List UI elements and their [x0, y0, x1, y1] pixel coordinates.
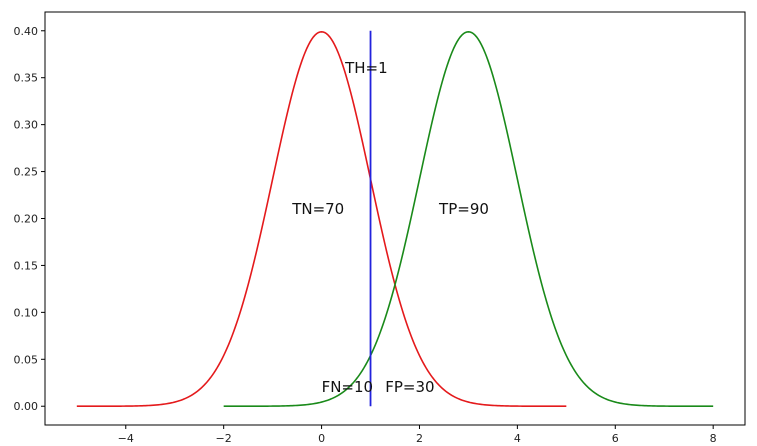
annotation-layer: TH=1 TN=70 TP=90 FN=10 FP=30	[291, 59, 489, 396]
annotation-tn: TN=70	[291, 200, 344, 218]
y-tick-label: 0.05	[14, 353, 39, 366]
x-tick-label: 4	[514, 432, 521, 445]
x-tick-label: 8	[710, 432, 717, 445]
y-tick-label: 0.30	[14, 119, 39, 132]
x-tick-label: 6	[612, 432, 619, 445]
y-tick-label: 0.35	[14, 72, 39, 85]
y-tick-label: 0.00	[14, 400, 39, 413]
plot-layer	[76, 30, 714, 408]
annotation-fn: FN=10	[322, 378, 374, 396]
y-tick-label: 0.25	[14, 166, 39, 179]
x-tick-label: −4	[118, 432, 134, 445]
x-tick-label: −2	[216, 432, 232, 445]
series-line-1	[223, 30, 714, 408]
x-tick-label: 0	[318, 432, 325, 445]
series-line-0	[76, 30, 567, 408]
y-tick-label: 0.10	[14, 306, 39, 319]
annotation-tp: TP=90	[438, 200, 489, 218]
y-tick-label: 0.40	[14, 25, 39, 38]
y-tick-label: 0.20	[14, 213, 39, 226]
annotation-fp: FP=30	[385, 378, 434, 396]
axis-layer: −4 −2 0 2 4 6 8 0.00 0.05 0.10 0.15 0.20 0.25 0.30 0.3…	[14, 25, 717, 445]
annotation-th: TH=1	[344, 59, 388, 77]
y-tick-label: 0.15	[14, 259, 39, 272]
x-tick-label: 2	[416, 432, 423, 445]
